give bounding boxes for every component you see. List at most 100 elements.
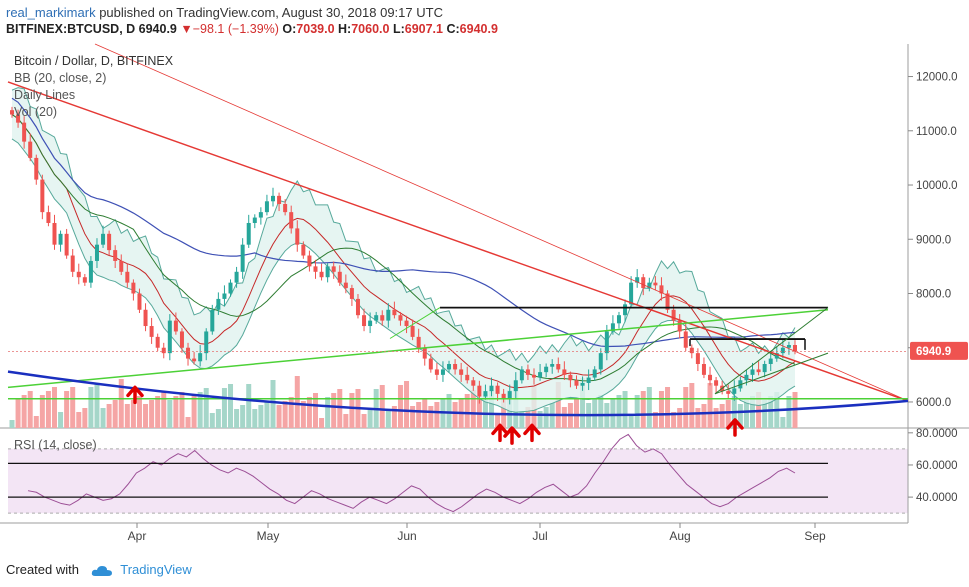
volume-bar — [780, 417, 786, 428]
volume-bar — [76, 412, 82, 428]
candle-body — [604, 331, 609, 354]
trendline-red-main — [7, 81, 909, 402]
volume-bar — [112, 400, 118, 428]
candle-body — [701, 364, 706, 375]
candle-body — [374, 315, 379, 321]
x-tick-label: May — [257, 529, 280, 543]
volume-bar — [136, 396, 142, 428]
volume-bar — [737, 404, 743, 428]
volume-bar — [592, 399, 598, 428]
symbol-label[interactable]: BITFINEX:BTCUSD, D — [6, 22, 136, 36]
candle-body — [398, 315, 403, 321]
candle-body — [210, 309, 215, 332]
volume-bar — [197, 392, 203, 428]
low-value: 6907.1 — [404, 22, 443, 36]
candle-body — [277, 195, 282, 204]
tradingview-logo-icon[interactable] — [91, 565, 113, 577]
low-label: L: — [392, 22, 405, 36]
legend-vol[interactable]: Vol (20) — [14, 105, 58, 119]
volume-bar — [325, 397, 331, 428]
candle-body — [586, 377, 591, 383]
trendline-green-short — [389, 307, 441, 339]
candle-body — [513, 380, 518, 392]
tradingview-brand[interactable]: TradingView — [120, 562, 192, 577]
candle-body — [70, 255, 75, 272]
open-value: 7039.0 — [296, 22, 335, 36]
chart-header: real_markimark published on TradingView.… — [6, 4, 498, 38]
bollinger-band-fill — [12, 87, 795, 413]
bollinger-lower — [11, 138, 796, 413]
volume-bar — [124, 404, 130, 428]
candle-body — [167, 320, 172, 354]
candle-body — [246, 222, 251, 245]
candle-body — [240, 244, 245, 272]
volume-bar — [45, 391, 51, 428]
candle-body — [744, 374, 749, 381]
volume-bar — [58, 412, 64, 428]
candle-body — [331, 266, 336, 272]
volume-bar — [209, 413, 215, 428]
candle-body — [659, 285, 664, 294]
volume-bar — [397, 385, 403, 428]
volume-bar — [646, 387, 652, 428]
candle-body — [568, 374, 573, 381]
candle-body — [82, 277, 87, 283]
y-tick-label: 10000.0 — [916, 180, 958, 192]
candle-body — [459, 369, 464, 375]
publish-line: real_markimark published on TradingView.… — [6, 4, 498, 21]
chart-legend: Bitcoin / Dollar, D, BITFINEX BB (20, cl… — [14, 53, 173, 121]
volume-bar — [173, 396, 179, 428]
candle-body — [46, 212, 51, 223]
candle-body — [629, 282, 634, 305]
candle-body — [283, 204, 288, 213]
candle-body — [149, 326, 154, 337]
candle-body — [204, 331, 209, 354]
candle-body — [337, 271, 342, 283]
candle-body — [793, 345, 797, 351]
legend-title[interactable]: Bitcoin / Dollar, D, BITFINEX — [14, 54, 174, 68]
volume-bar — [410, 406, 416, 428]
volume-bar — [88, 387, 94, 428]
candle-body — [610, 323, 615, 332]
candle-body — [307, 255, 312, 267]
candle-body — [101, 233, 106, 245]
y-tick-label: 9000.0 — [916, 234, 951, 246]
candle-body — [186, 347, 191, 359]
x-tick-label: Sep — [804, 529, 826, 543]
y-tick-label: 8000.0 — [916, 288, 951, 300]
candle-body — [234, 271, 239, 283]
wedge-line-upper — [714, 307, 829, 395]
author-link[interactable]: real_markimark — [6, 5, 96, 20]
volume-bar — [64, 391, 70, 428]
candle-body — [252, 217, 257, 223]
volume-bar — [434, 402, 440, 428]
price-chart[interactable]: 12000.011000.010000.09000.08000.07000.06… — [0, 0, 969, 558]
candle-body — [592, 369, 597, 378]
candle-body — [544, 366, 549, 373]
volume-bar — [288, 397, 294, 428]
candle-body — [392, 309, 397, 316]
candle-body — [16, 114, 21, 123]
candle-body — [58, 233, 63, 245]
candle-body — [562, 369, 567, 375]
legend-bb[interactable]: BB (20, close, 2) — [14, 71, 107, 85]
rsi-label[interactable]: RSI (14, close) — [14, 438, 97, 452]
volume-bar — [191, 396, 197, 428]
candle-body — [598, 353, 603, 370]
candle-body — [447, 364, 452, 370]
volume-bar — [379, 385, 385, 428]
volume-bar — [677, 408, 683, 428]
candle-body — [137, 293, 142, 310]
candle-body — [94, 244, 99, 261]
candle-body — [343, 282, 348, 289]
candle-body — [786, 345, 791, 348]
volume-bar — [21, 395, 27, 428]
candle-body — [313, 266, 318, 272]
volume-bar — [616, 395, 622, 428]
price-badge — [910, 341, 968, 360]
bollinger-upper — [11, 87, 796, 364]
legend-daily-lines[interactable]: Daily Lines — [14, 88, 76, 102]
volume-bar — [167, 400, 173, 428]
candle-body — [264, 201, 269, 213]
candle-body — [762, 364, 767, 373]
